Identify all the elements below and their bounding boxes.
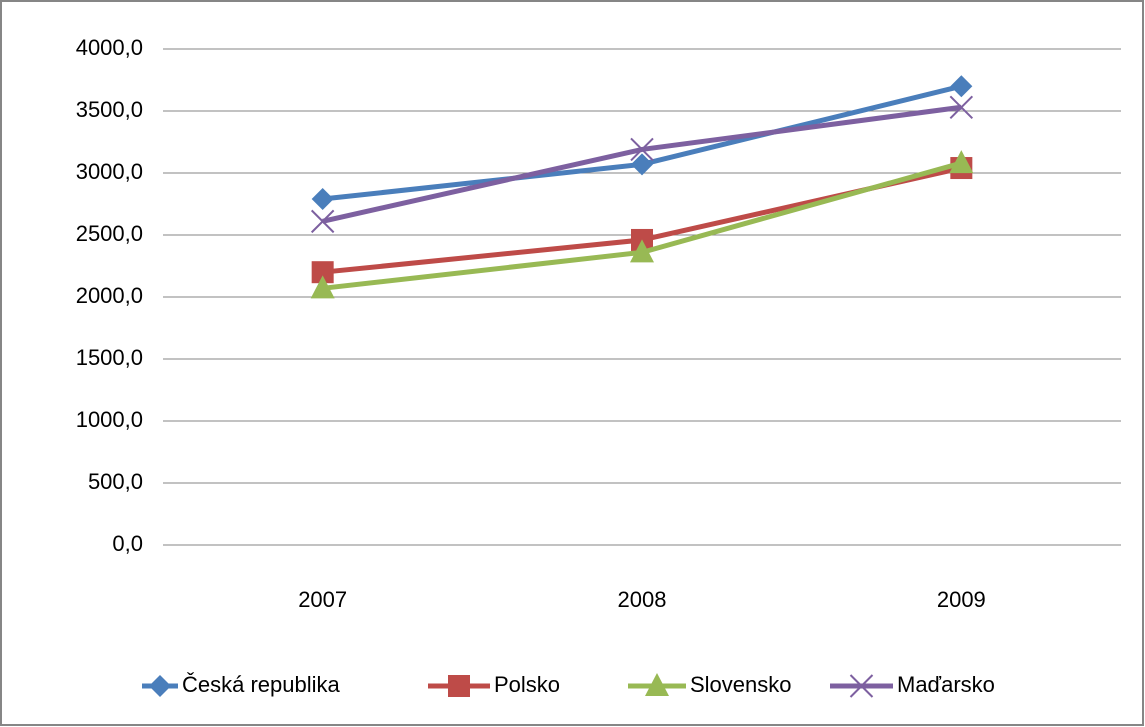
marker xyxy=(950,75,973,98)
legend-label: Polsko xyxy=(494,672,560,697)
marker xyxy=(630,239,654,263)
legend-label: Slovensko xyxy=(690,672,792,697)
legend-label: Česká republika xyxy=(182,672,341,697)
y-tick-label: 3000,0 xyxy=(76,159,143,184)
marker xyxy=(631,153,653,176)
marker xyxy=(949,150,974,174)
legend-marker xyxy=(448,675,470,697)
marker xyxy=(311,261,334,284)
x-tick-label: 2009 xyxy=(937,587,986,612)
x-tick-label: 2007 xyxy=(298,587,347,612)
marker xyxy=(310,275,335,299)
marker xyxy=(949,95,974,119)
y-tick-label: 0,0 xyxy=(112,531,143,556)
y-tick-label: 2000,0 xyxy=(76,283,143,308)
y-tick-label: 500,0 xyxy=(88,469,143,494)
y-tick-label: 4000,0 xyxy=(76,35,143,60)
y-tick-label: 2500,0 xyxy=(76,221,143,246)
marker xyxy=(311,188,334,211)
marker xyxy=(310,209,335,234)
legend-marker xyxy=(149,675,171,697)
y-tick-label: 1000,0 xyxy=(76,407,143,432)
legend-marker xyxy=(849,674,874,698)
y-tick-label: 3500,0 xyxy=(76,97,143,122)
marker xyxy=(630,137,654,162)
legend-label: Maďarsko xyxy=(897,672,995,697)
y-tick-label: 1500,0 xyxy=(76,345,143,370)
x-tick-label: 2008 xyxy=(618,587,667,612)
legend-marker xyxy=(645,673,669,696)
